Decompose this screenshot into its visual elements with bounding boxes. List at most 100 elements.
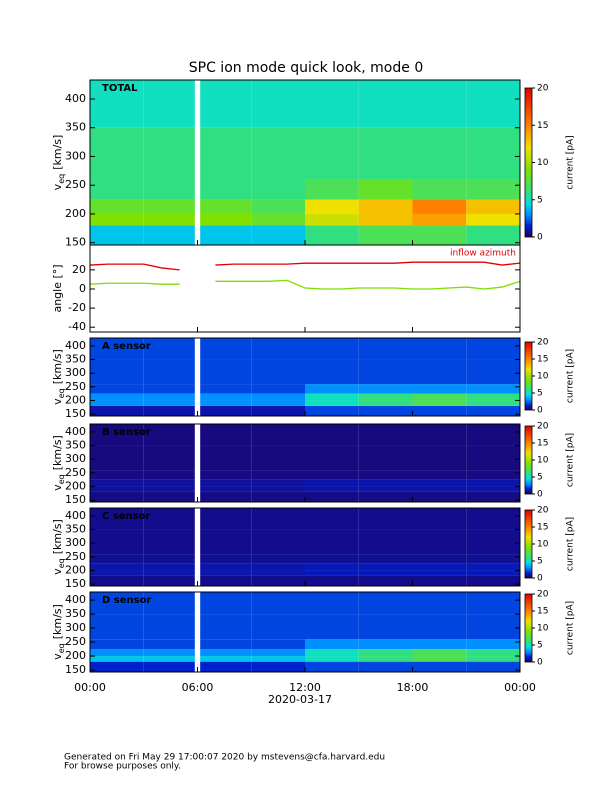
heatmap-cell xyxy=(412,570,467,576)
x-tick-label: 00:00 xyxy=(74,681,106,694)
panel-label: TOTAL xyxy=(102,83,138,94)
heatmap-cell xyxy=(412,384,467,394)
heatmap-cell xyxy=(412,400,467,406)
heatmap-cell xyxy=(197,393,252,401)
heatmap-cell xyxy=(358,179,413,200)
panel-label: B sensor xyxy=(102,427,151,438)
y-axis-label-main: v xyxy=(51,484,64,491)
heatmap-cell xyxy=(143,661,198,672)
heatmap-cell xyxy=(143,649,198,657)
footer: For browse purposes only. xyxy=(64,762,181,772)
heatmap-cell xyxy=(197,338,252,360)
y-axis-label: veq [km/s] xyxy=(51,435,66,491)
heatmap-cell xyxy=(358,384,413,394)
heatmap-cell xyxy=(358,405,413,416)
heatmap-cell xyxy=(143,554,198,564)
colorbar-tick-label: 5 xyxy=(537,473,543,483)
y-axis-label: veq [km/s] xyxy=(51,349,66,405)
heatmap-cell xyxy=(90,639,144,650)
heatmap-cell xyxy=(251,384,305,394)
heatmap-cell xyxy=(90,614,144,640)
y-tick-label: 200 xyxy=(65,563,86,576)
heatmap-cell xyxy=(197,614,252,640)
heatmap-cell xyxy=(251,575,305,586)
y-tick-label: 200 xyxy=(65,207,86,220)
heatmap-cell xyxy=(251,445,305,471)
x-tick-label: 12:00 xyxy=(289,681,321,694)
colorbar-tick-label: 5 xyxy=(537,641,543,651)
heatmap-cell xyxy=(251,479,305,487)
heatmap-cell xyxy=(305,424,359,446)
heatmap-cell xyxy=(251,179,305,200)
colorbar-tick-label: 10 xyxy=(537,540,549,550)
heatmap-cell xyxy=(358,400,413,406)
heatmap-cell xyxy=(143,529,198,555)
heatmap-cell xyxy=(143,127,198,180)
heatmap-cell xyxy=(197,529,252,555)
heatmap-cell xyxy=(197,424,252,446)
heatmap-cell xyxy=(251,656,305,662)
heatmap-cell xyxy=(251,199,305,214)
colorbar-tick-label: 15 xyxy=(537,523,548,533)
heatmap-cell xyxy=(197,575,252,586)
heatmap-cell xyxy=(251,592,305,615)
y-tick-label: 0 xyxy=(79,282,86,295)
heatmap-cell xyxy=(305,614,359,640)
heatmap-cell xyxy=(251,491,305,502)
heatmap-cell xyxy=(305,649,359,657)
colorbar-tick-label: 0 xyxy=(537,658,543,668)
heatmap-cell xyxy=(466,359,520,385)
heatmap-cell xyxy=(412,614,467,640)
heatmap-cell xyxy=(412,563,467,571)
heatmap-cell xyxy=(251,554,305,564)
heatmap-cell xyxy=(358,491,413,502)
heatmap-cell xyxy=(466,661,520,672)
y-tick-label: 300 xyxy=(65,366,86,379)
y-tick-label: 400 xyxy=(65,92,86,105)
heatmap-cell xyxy=(466,470,520,480)
heatmap-cell xyxy=(466,486,520,492)
heatmap-cell xyxy=(466,445,520,471)
heatmap-cell xyxy=(197,563,252,571)
heatmap-cell xyxy=(197,445,252,471)
heatmap-cell xyxy=(305,338,359,360)
heatmap-cell xyxy=(251,225,305,245)
heatmap-cell xyxy=(305,80,359,128)
heatmap-cell xyxy=(90,400,144,406)
y-axis-label-unit: [km/s] xyxy=(51,349,64,384)
y-tick-label: 200 xyxy=(65,393,86,406)
heatmap-cell xyxy=(305,656,359,662)
heatmap-cell xyxy=(251,486,305,492)
heatmap-cell xyxy=(197,400,252,406)
y-tick-label: 250 xyxy=(65,380,86,393)
y-tick-label: 350 xyxy=(65,439,86,452)
data-gap xyxy=(194,80,201,245)
heatmap-cell xyxy=(305,405,359,416)
heatmap-cell xyxy=(90,479,144,487)
heatmap-cell xyxy=(90,592,144,615)
heatmap-cell xyxy=(412,649,467,657)
heatmap-cell xyxy=(358,570,413,576)
heatmap-cell xyxy=(412,199,467,214)
heatmap-cell xyxy=(143,614,198,640)
heatmap-cell xyxy=(412,445,467,471)
y-axis-label-unit: [km/s] xyxy=(51,604,64,639)
colorbar-tick-label: 15 xyxy=(537,121,548,131)
colorbar-label: current [pA] xyxy=(566,517,576,571)
heatmap-cell xyxy=(412,491,467,502)
heatmap-cell xyxy=(305,661,359,672)
heatmap-cell xyxy=(90,445,144,471)
heatmap-cell xyxy=(90,199,144,214)
y-tick-label: 400 xyxy=(65,509,86,522)
y-axis-label-unit: [km/s] xyxy=(51,435,64,470)
heatmap-cell xyxy=(466,400,520,406)
y-tick-label: 300 xyxy=(65,149,86,162)
colorbar-label: current [pA] xyxy=(566,601,576,655)
y-tick-label: 400 xyxy=(65,593,86,606)
heatmap-cell xyxy=(251,338,305,360)
heatmap-cell xyxy=(305,570,359,576)
y-tick-label: 250 xyxy=(65,550,86,563)
heatmap-cell xyxy=(90,470,144,480)
heatmap-cell xyxy=(358,470,413,480)
heatmap-cell xyxy=(251,80,305,128)
